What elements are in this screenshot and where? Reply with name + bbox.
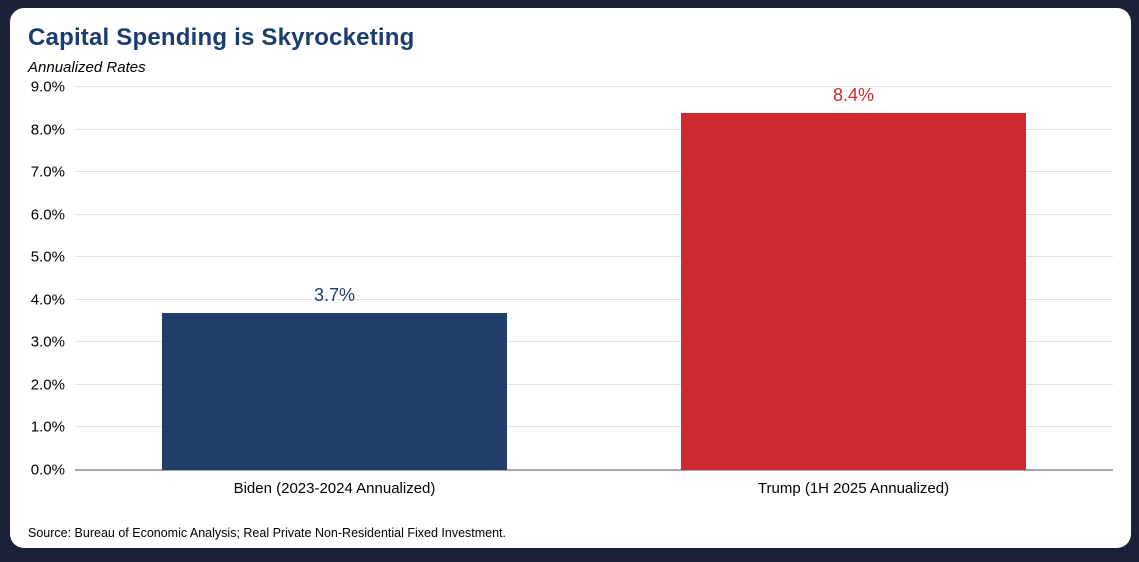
x-category-label: Biden (2023-2024 Annualized) (233, 480, 436, 497)
y-tick-label: 0.0% (30, 461, 65, 479)
y-tick-label: 1.0% (30, 418, 65, 436)
bar-value-label: 8.4% (832, 84, 875, 105)
x-category-label: Trump (1H 2025 Annualized) (757, 480, 950, 497)
gridline (75, 86, 1113, 87)
bar-biden (161, 312, 508, 470)
y-tick-label: 4.0% (30, 291, 65, 309)
gridline (75, 128, 1113, 130)
y-tick-label: 5.0% (30, 248, 65, 266)
y-tick-label: 7.0% (30, 163, 65, 181)
gridline (75, 213, 1113, 215)
y-tick-label: 2.0% (30, 376, 65, 394)
chart-title: Capital Spending is Skyrocketing (28, 24, 415, 51)
gridline (75, 383, 1113, 385)
plot-area: 0.0% 1.0% 2.0% 3.0% 4.0% 5.0% 6.0% 7.0% 8.0% 9.0%… (31, 79, 1113, 497)
gridline (75, 171, 1113, 173)
y-tick-label: 6.0% (30, 206, 65, 224)
y-tick-label: 3.0% (30, 333, 65, 351)
gridline (75, 341, 1113, 343)
chart-card: Capital Spending is Skyrocketing Annuali… (10, 8, 1131, 548)
gridline (75, 298, 1113, 300)
gridline (75, 256, 1113, 258)
gridline (75, 426, 1113, 428)
y-tick-label: 9.0% (30, 78, 65, 96)
bar-value-label: 3.7% (313, 284, 356, 305)
chart-subtitle: Annualized Rates (28, 59, 146, 76)
bar-trump (680, 112, 1027, 470)
y-tick-label: 8.0% (30, 121, 65, 139)
x-axis-baseline (75, 469, 1113, 471)
source-note: Source: Bureau of Economic Analysis; Rea… (28, 526, 507, 540)
